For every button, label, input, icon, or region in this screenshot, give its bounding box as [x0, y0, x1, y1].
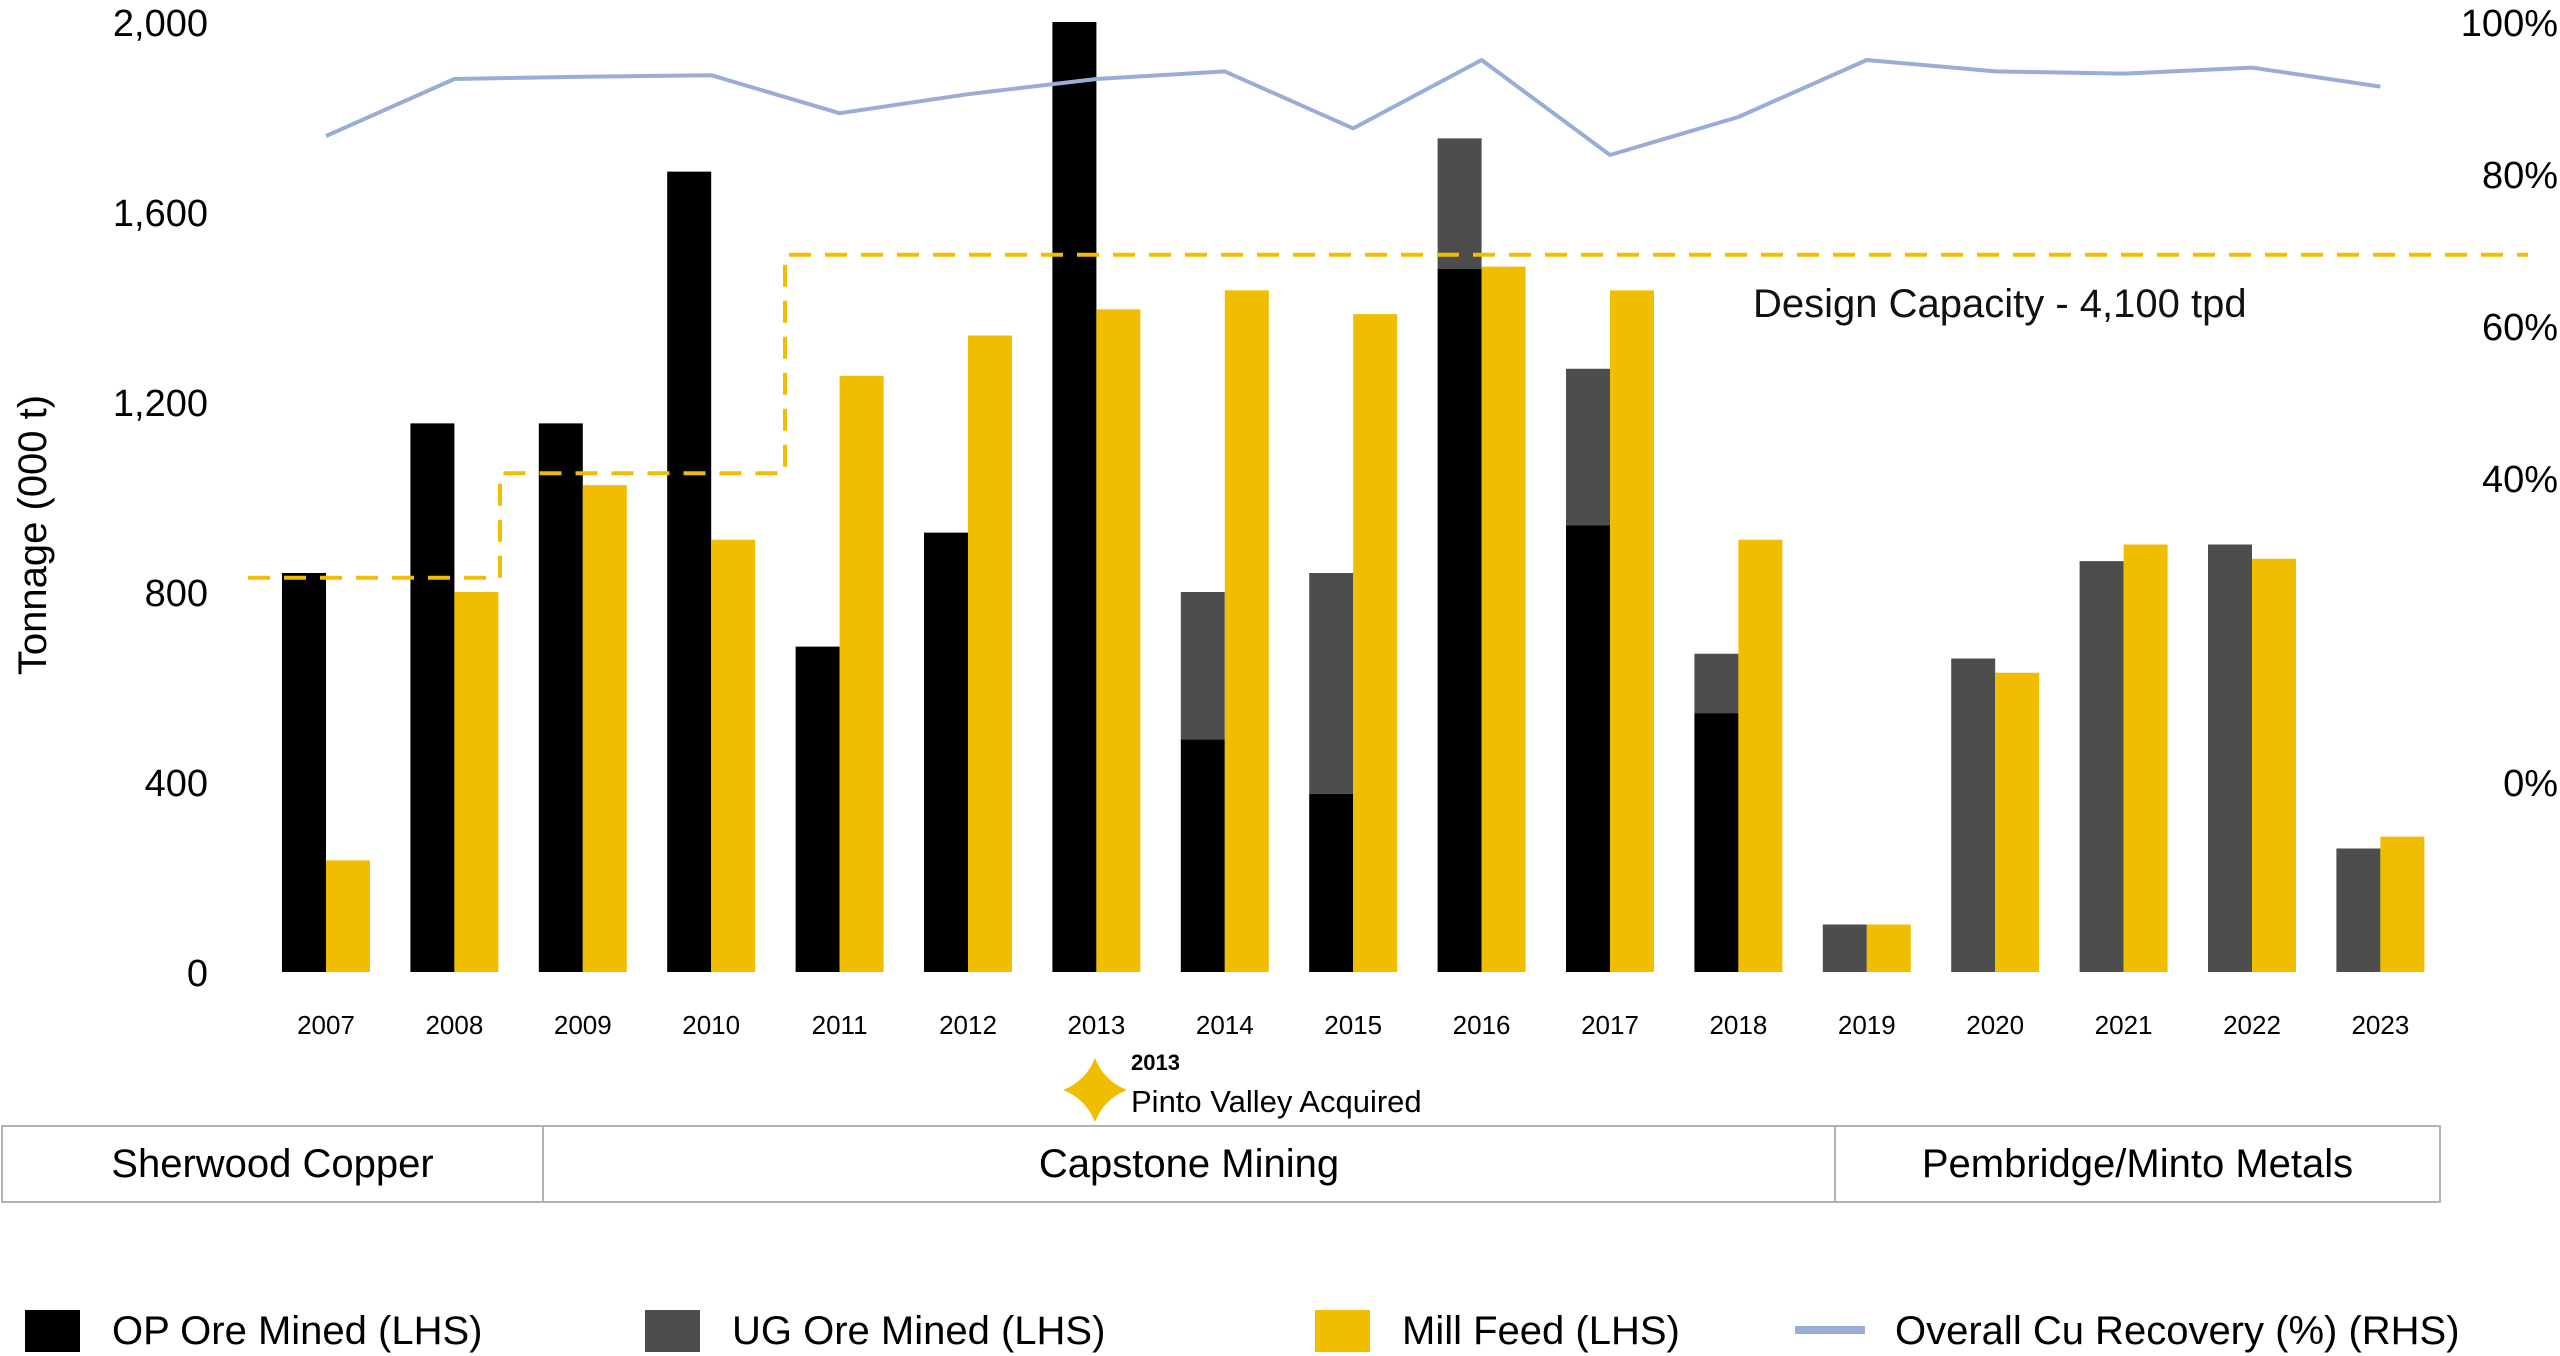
- x-tick-label: 2014: [1196, 1010, 1254, 1040]
- legend-swatch: [645, 1310, 700, 1352]
- x-tick-label: 2011: [812, 1010, 868, 1040]
- bar-op-2016: [1437, 269, 1482, 972]
- y-tick-label: 1,600: [113, 193, 208, 235]
- recovery-line: [325, 58, 2381, 157]
- x-tick-label: 2015: [1324, 1010, 1382, 1040]
- bar-mill-2015: [1353, 314, 1398, 972]
- bar-ug-2015: [1309, 573, 1354, 794]
- bar-mill-2021: [2123, 544, 2168, 972]
- star-marker-icon: [1063, 1058, 1127, 1122]
- bar-mill-2011: [839, 375, 884, 972]
- bar-ug-2023: [2336, 848, 2381, 972]
- x-tick-label: 2009: [554, 1010, 612, 1040]
- y-tick-label: 1,200: [113, 383, 208, 425]
- bar-mill-2009: [582, 485, 627, 972]
- x-tick-label: 2008: [425, 1010, 483, 1040]
- bar-ug-2021: [2079, 561, 2124, 972]
- acquisition-annotation: 2013 Pinto Valley Acquired: [1063, 1050, 1422, 1122]
- x-tick-label: 2017: [1581, 1010, 1639, 1040]
- x-tick-label: 2022: [2223, 1010, 2281, 1040]
- legend-swatch: [1795, 1326, 1865, 1334]
- x-tick-label: 2013: [1067, 1010, 1125, 1040]
- legend-label: Mill Feed (LHS): [1402, 1309, 1680, 1353]
- bar-mill-2007: [326, 860, 370, 972]
- bar-ug-2020: [1951, 658, 1996, 972]
- y2-tick-label: 0%: [2503, 763, 2558, 805]
- y2-tick-label: 80%: [2482, 155, 2558, 197]
- x-tick-label: 2020: [1966, 1010, 2024, 1040]
- bar-op-2011: [795, 646, 840, 972]
- legend-swatch: [25, 1310, 80, 1352]
- bar-ug-2022: [2208, 544, 2252, 972]
- legend-swatch: [1315, 1310, 1370, 1352]
- bar-mill-2008: [454, 592, 499, 972]
- era-label: Capstone Mining: [1039, 1142, 1339, 1186]
- bar-op-2015: [1309, 793, 1354, 972]
- bar-mill-2019: [1866, 924, 1911, 972]
- y-tick-label: 0: [187, 953, 208, 995]
- bar-op-2007: [282, 573, 326, 972]
- bar-mill-2018: [1738, 539, 1783, 972]
- x-tick-label: 2023: [2351, 1010, 2409, 1040]
- y-tick-label: 2,000: [113, 3, 208, 45]
- era-box: [542, 1125, 1836, 1203]
- x-tick-label: 2021: [2095, 1010, 2153, 1040]
- bar-mill-2023: [2380, 836, 2425, 972]
- bar-op-2014: [1180, 739, 1225, 972]
- bar-op-2017: [1566, 525, 1610, 972]
- x-tick-label: 2018: [1709, 1010, 1767, 1040]
- bar-ug-2018: [1694, 653, 1739, 714]
- y-axis-right: 0% 40% 60% 80% 100%: [2461, 3, 2558, 805]
- bar-ug-2016: [1437, 138, 1482, 269]
- bar-mill-2012: [968, 335, 1012, 972]
- bar-mill-2016: [1481, 266, 1526, 972]
- bar-mill-2022: [2252, 558, 2296, 972]
- bars-layer: [282, 22, 2425, 972]
- x-tick-label: 2019: [1838, 1010, 1896, 1040]
- y-tick-label: 800: [145, 573, 208, 615]
- bar-mill-2010: [711, 539, 756, 972]
- y-axis-title: Tonnage (000 t): [11, 395, 55, 675]
- recovery-line-layer: [325, 58, 2381, 157]
- x-tick-label: 2010: [682, 1010, 740, 1040]
- y2-tick-label: 40%: [2482, 459, 2558, 501]
- legend-label: UG Ore Mined (LHS): [732, 1309, 1105, 1353]
- bar-mill-2020: [1995, 672, 2040, 972]
- annotation-year: 2013: [1131, 1050, 1180, 1075]
- y2-tick-label: 60%: [2482, 307, 2558, 349]
- bar-op-2009: [538, 423, 583, 972]
- bar-mill-2014: [1224, 290, 1269, 972]
- bar-ug-2014: [1180, 592, 1225, 740]
- annotation-text: Pinto Valley Acquired: [1131, 1084, 1422, 1119]
- era-label: Sherwood Copper: [111, 1142, 433, 1186]
- bar-op-2018: [1694, 713, 1739, 972]
- design-capacity-label: Design Capacity - 4,100 tpd: [1753, 282, 2247, 326]
- y-tick-label: 400: [145, 763, 208, 805]
- x-tick-label: 2012: [939, 1010, 997, 1040]
- bar-mill-2013: [1096, 309, 1141, 972]
- bar-mill-2017: [1610, 290, 1654, 972]
- x-tick-label: 2007: [297, 1010, 355, 1040]
- bar-op-2013: [1052, 22, 1097, 972]
- bar-ug-2017: [1566, 368, 1610, 526]
- legend-label: OP Ore Mined (LHS): [112, 1309, 483, 1353]
- bar-op-2008: [410, 423, 455, 972]
- era-box: [1, 1125, 544, 1203]
- bar-op-2012: [924, 532, 968, 972]
- y-axis-left: 0 400 800 1,200 1,600 2,000: [113, 3, 208, 995]
- legend: OP Ore Mined (LHS) UG Ore Mined (LHS) Mill…: [25, 1309, 2460, 1353]
- era-label: Pembridge/Minto Metals: [1922, 1142, 2353, 1186]
- era-box: [1834, 1125, 2441, 1203]
- y2-tick-label: 100%: [2461, 3, 2558, 45]
- x-axis: 2007 2008 2009 2010 2011 2012 2013 2014 2015 2016…: [297, 1010, 2409, 1040]
- bar-op-2010: [667, 171, 712, 972]
- era-band: Sherwood Copper Capstone Mining Pembridge/…: [1, 1125, 2441, 1203]
- x-tick-label: 2016: [1453, 1010, 1511, 1040]
- bar-ug-2019: [1822, 924, 1867, 972]
- legend-label: Overall Cu Recovery (%) (RHS): [1895, 1309, 2460, 1353]
